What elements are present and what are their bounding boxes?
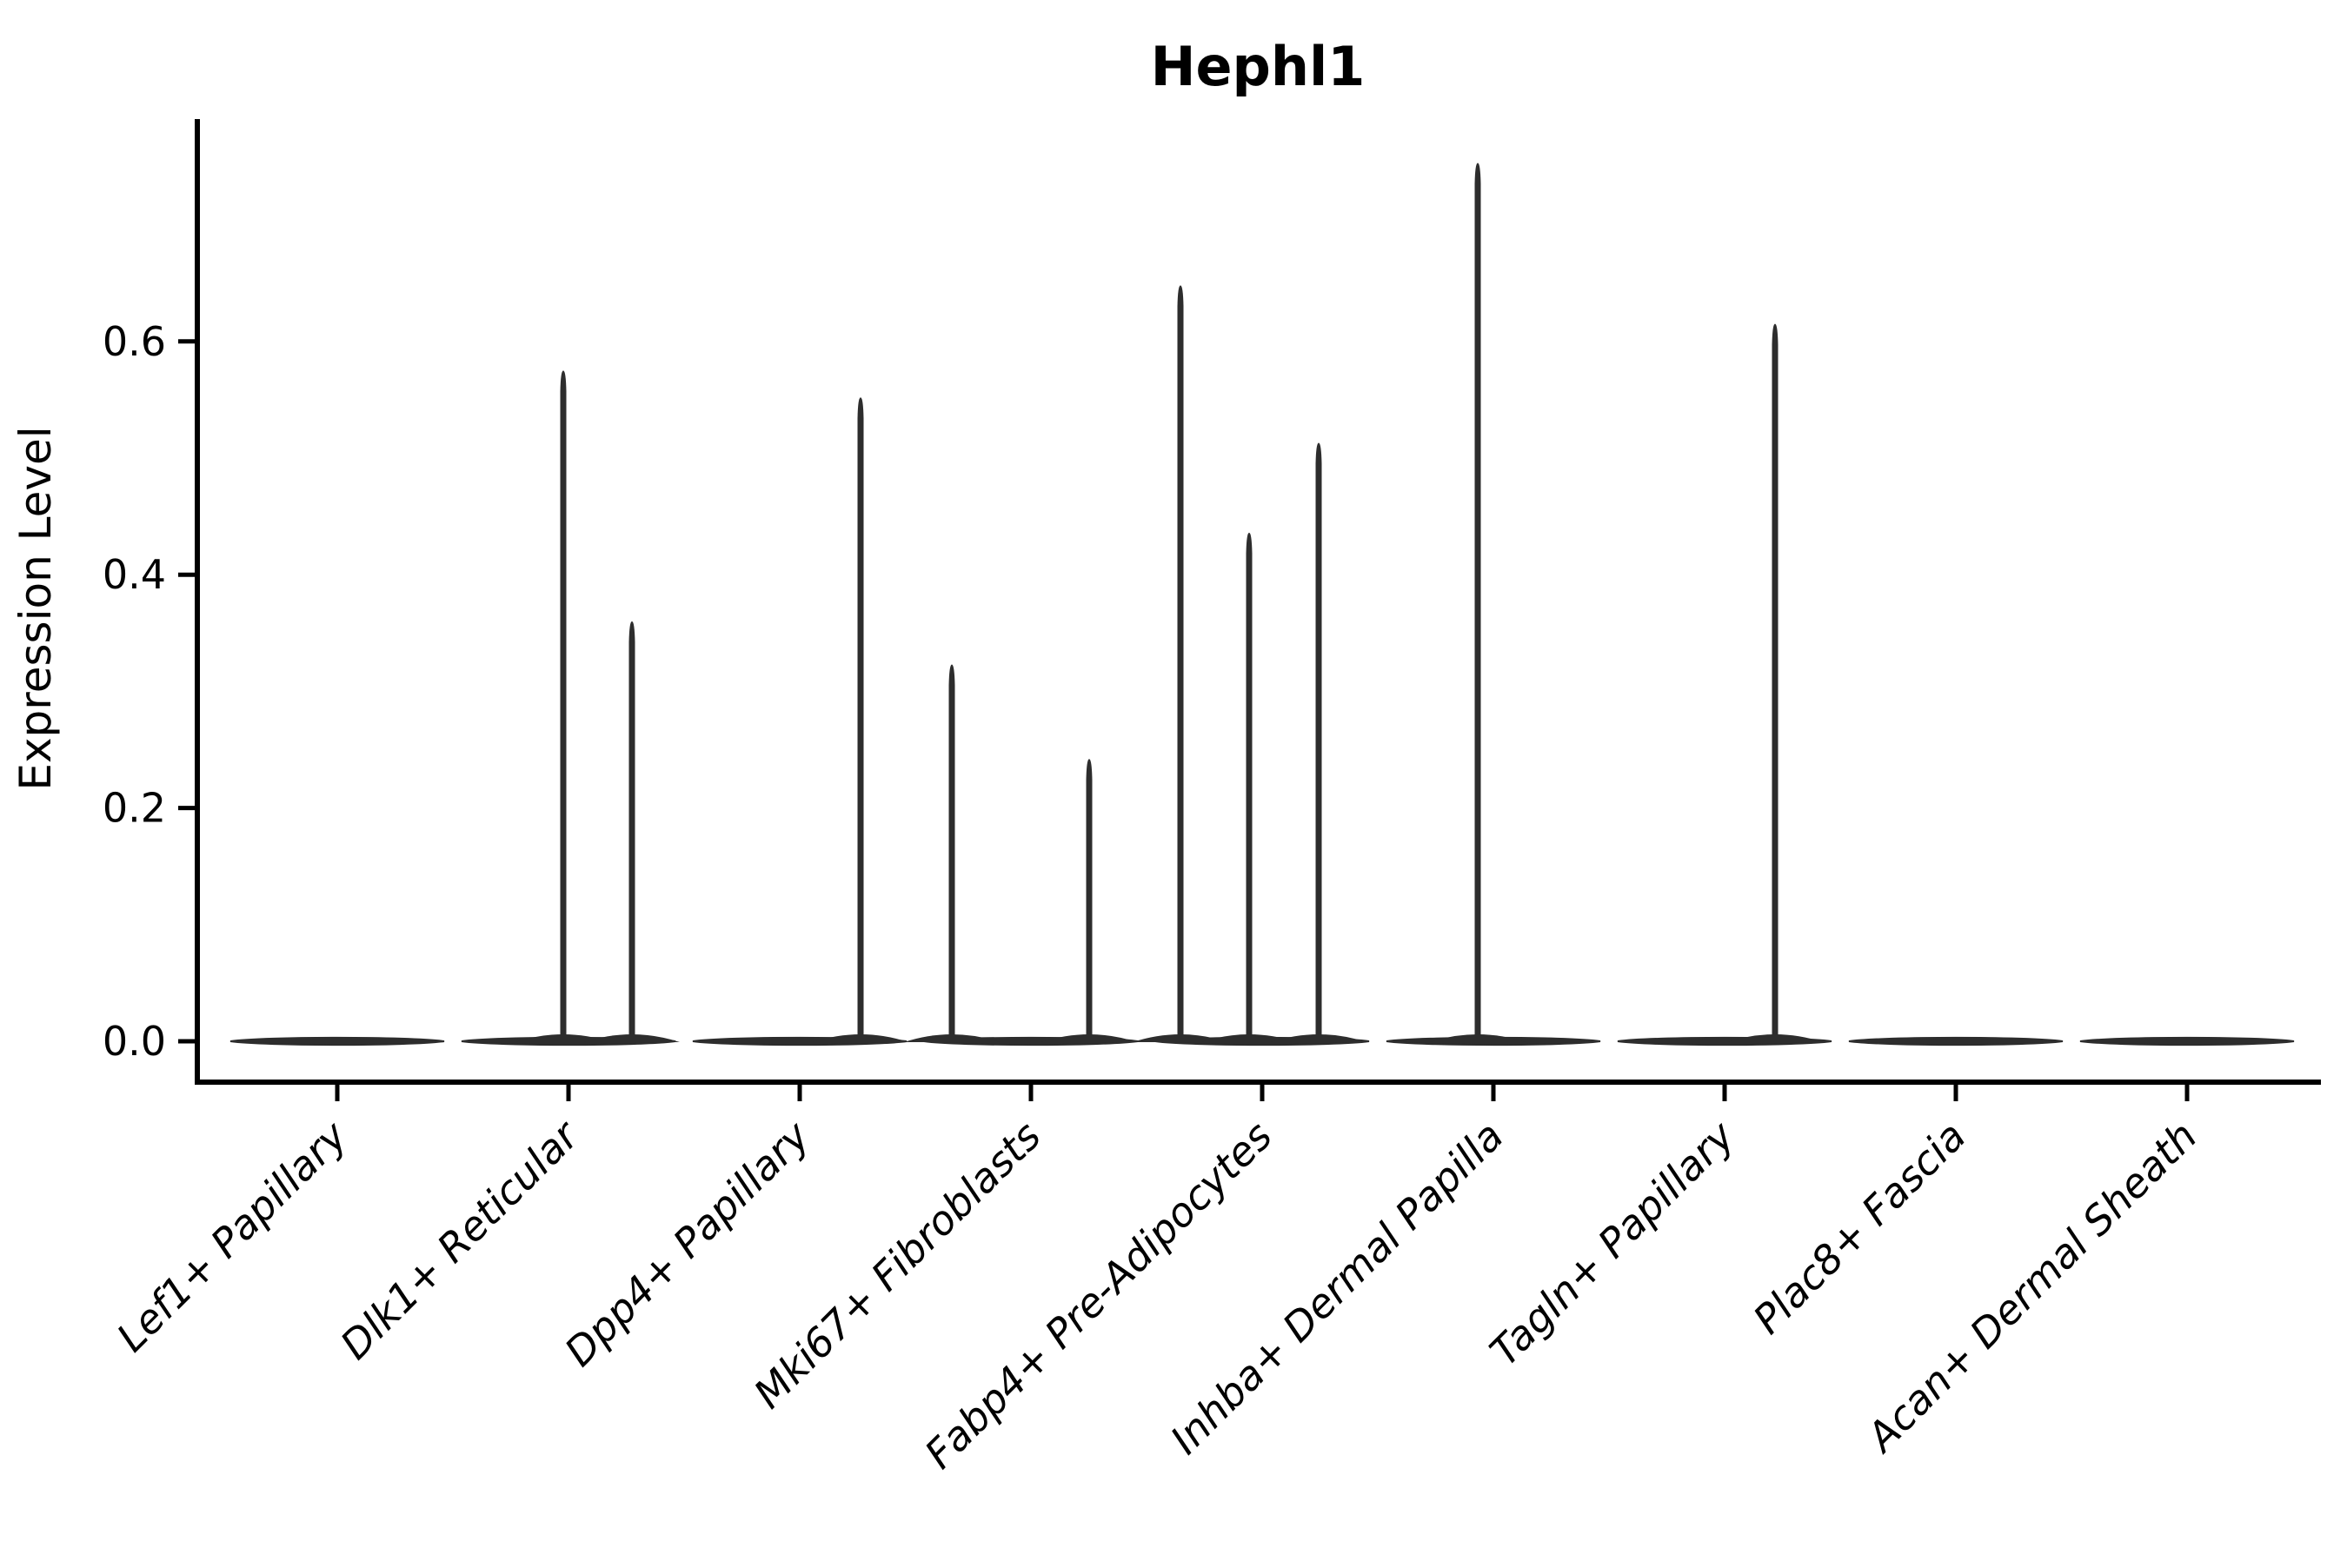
- x-tick-label: Dlk1+ Reticular: [331, 1110, 589, 1368]
- violin-spike: [1086, 759, 1093, 1043]
- axes: [178, 119, 2321, 1101]
- violin-body: [1848, 1036, 2064, 1046]
- violin-spike: [1315, 442, 1322, 1044]
- violins: [229, 163, 2295, 1046]
- y-tick-label: 0.2: [103, 785, 166, 832]
- violin-spike: [948, 664, 955, 1043]
- violin-spike: [560, 370, 567, 1044]
- violin-spike: [1772, 323, 1779, 1043]
- y-tick-label: 0.4: [103, 551, 166, 598]
- y-tick-label: 0.6: [103, 318, 166, 365]
- violin-spike: [1474, 163, 1481, 1043]
- violin-spike: [628, 621, 635, 1043]
- x-tick-label: Tagln+ Papillary: [1480, 1112, 1744, 1375]
- violin-spike: [1177, 285, 1184, 1043]
- violin-spike: [1246, 532, 1253, 1043]
- y-tick-label: 0.0: [103, 1018, 166, 1065]
- y-tick-labels: 0.0 0.2 0.4 0.6: [103, 318, 166, 1065]
- violin-body: [229, 1036, 445, 1046]
- violin-spike: [857, 397, 864, 1043]
- violin-body: [2079, 1036, 2295, 1046]
- chart-title: Hephl1: [1151, 35, 1366, 98]
- x-tick-label: Lef1+ Papillary: [108, 1112, 356, 1360]
- x-tick-label: Dpp4+ Papillary: [555, 1112, 819, 1375]
- y-axis-label: Expression Level: [10, 426, 61, 790]
- x-tick-label: Plac8+ Fascia: [1744, 1113, 1974, 1343]
